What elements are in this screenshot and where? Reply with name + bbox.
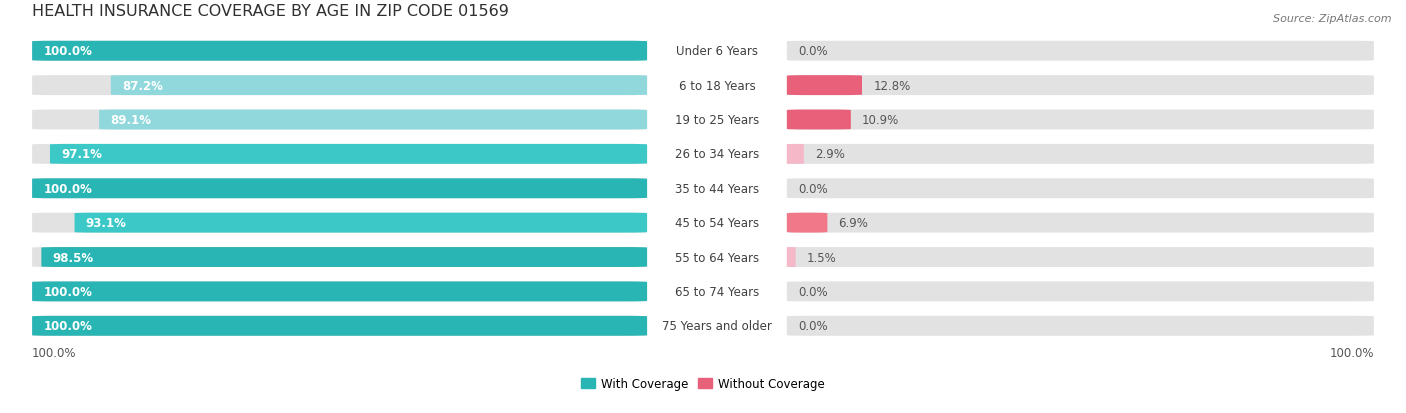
- FancyBboxPatch shape: [32, 282, 647, 301]
- FancyBboxPatch shape: [32, 247, 647, 267]
- FancyBboxPatch shape: [787, 213, 827, 233]
- Legend: With Coverage, Without Coverage: With Coverage, Without Coverage: [576, 372, 830, 395]
- FancyBboxPatch shape: [111, 76, 647, 96]
- Text: 100.0%: 100.0%: [44, 285, 93, 298]
- Text: 87.2%: 87.2%: [122, 79, 163, 93]
- Text: 65 to 74 Years: 65 to 74 Years: [675, 285, 759, 298]
- FancyBboxPatch shape: [100, 110, 647, 130]
- FancyBboxPatch shape: [32, 282, 647, 301]
- Text: 89.1%: 89.1%: [110, 114, 152, 127]
- Text: Source: ZipAtlas.com: Source: ZipAtlas.com: [1274, 14, 1392, 24]
- Text: 1.5%: 1.5%: [807, 251, 837, 264]
- Text: 93.1%: 93.1%: [86, 217, 127, 230]
- FancyBboxPatch shape: [32, 213, 647, 233]
- Text: 75 Years and older: 75 Years and older: [662, 320, 772, 332]
- Text: 35 to 44 Years: 35 to 44 Years: [675, 182, 759, 195]
- FancyBboxPatch shape: [51, 145, 647, 164]
- Text: HEALTH INSURANCE COVERAGE BY AGE IN ZIP CODE 01569: HEALTH INSURANCE COVERAGE BY AGE IN ZIP …: [32, 4, 509, 19]
- Text: 100.0%: 100.0%: [32, 346, 76, 359]
- FancyBboxPatch shape: [787, 316, 1374, 336]
- Text: 0.0%: 0.0%: [799, 182, 828, 195]
- Text: 100.0%: 100.0%: [44, 320, 93, 332]
- Text: 2.9%: 2.9%: [815, 148, 845, 161]
- Text: 55 to 64 Years: 55 to 64 Years: [675, 251, 759, 264]
- FancyBboxPatch shape: [787, 247, 796, 267]
- FancyBboxPatch shape: [32, 110, 647, 130]
- FancyBboxPatch shape: [787, 76, 862, 96]
- FancyBboxPatch shape: [787, 42, 1374, 62]
- Text: 100.0%: 100.0%: [1330, 346, 1374, 359]
- FancyBboxPatch shape: [32, 179, 647, 199]
- Text: 12.8%: 12.8%: [873, 79, 911, 93]
- Text: 6 to 18 Years: 6 to 18 Years: [679, 79, 755, 93]
- FancyBboxPatch shape: [32, 42, 647, 62]
- FancyBboxPatch shape: [787, 76, 1374, 96]
- FancyBboxPatch shape: [75, 213, 647, 233]
- Text: 26 to 34 Years: 26 to 34 Years: [675, 148, 759, 161]
- Text: 10.9%: 10.9%: [862, 114, 900, 127]
- Text: Under 6 Years: Under 6 Years: [676, 45, 758, 58]
- Text: 6.9%: 6.9%: [838, 217, 869, 230]
- Text: 0.0%: 0.0%: [799, 45, 828, 58]
- FancyBboxPatch shape: [787, 145, 1374, 164]
- Text: 0.0%: 0.0%: [799, 320, 828, 332]
- Text: 97.1%: 97.1%: [60, 148, 103, 161]
- FancyBboxPatch shape: [787, 110, 851, 130]
- Text: 100.0%: 100.0%: [44, 182, 93, 195]
- FancyBboxPatch shape: [787, 145, 804, 164]
- Text: 98.5%: 98.5%: [52, 251, 94, 264]
- FancyBboxPatch shape: [32, 316, 647, 336]
- Text: 0.0%: 0.0%: [799, 285, 828, 298]
- FancyBboxPatch shape: [787, 213, 1374, 233]
- FancyBboxPatch shape: [787, 282, 1374, 301]
- FancyBboxPatch shape: [32, 145, 647, 164]
- FancyBboxPatch shape: [41, 247, 647, 267]
- FancyBboxPatch shape: [787, 247, 1374, 267]
- FancyBboxPatch shape: [32, 76, 647, 96]
- Text: 19 to 25 Years: 19 to 25 Years: [675, 114, 759, 127]
- FancyBboxPatch shape: [32, 42, 647, 62]
- Text: 100.0%: 100.0%: [44, 45, 93, 58]
- FancyBboxPatch shape: [787, 179, 1374, 199]
- Text: 45 to 54 Years: 45 to 54 Years: [675, 217, 759, 230]
- FancyBboxPatch shape: [32, 179, 647, 199]
- FancyBboxPatch shape: [787, 110, 1374, 130]
- FancyBboxPatch shape: [32, 316, 647, 336]
